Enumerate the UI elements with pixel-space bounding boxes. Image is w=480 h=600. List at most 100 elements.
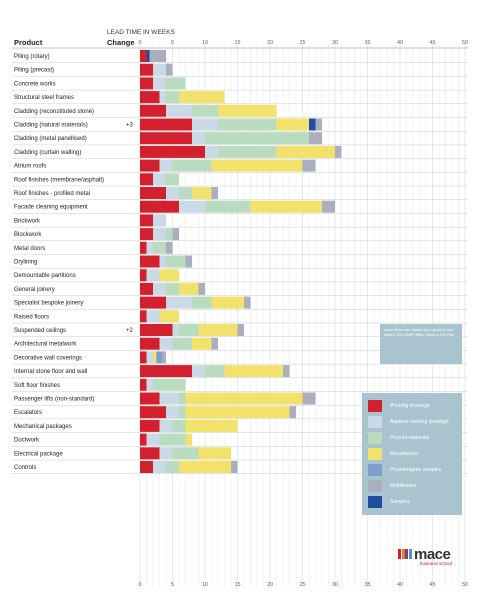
legend-item: Working drawings — [368, 400, 462, 414]
bar-segment — [140, 433, 147, 446]
x-tick-label-bottom: 10 — [202, 582, 208, 588]
legend-item: Manufacture — [368, 448, 462, 462]
product-label: Piling (rotary) — [14, 54, 50, 60]
legend-item: Procure materials — [368, 432, 462, 446]
bar-segment — [149, 50, 166, 62]
bar-segment — [153, 378, 186, 391]
bar-segment — [159, 337, 173, 350]
bar-segment — [185, 406, 290, 419]
bar-segment — [140, 282, 153, 295]
product-label: Controls — [14, 465, 36, 471]
legend-label: Mobilisation — [390, 483, 417, 489]
bar-segment — [140, 351, 147, 364]
product-label: Facade cleaning equipment — [14, 205, 88, 211]
x-tick-label-bottom: 40 — [397, 582, 403, 588]
x-tick-label-bottom: 25 — [299, 582, 305, 588]
legend-label: Manufacture — [390, 451, 418, 457]
bar-segment — [172, 337, 192, 350]
product-label: Internal stone floor and wall — [14, 369, 87, 375]
product-label: Atrium roofs — [14, 164, 46, 170]
bar-segment — [140, 118, 192, 131]
bar-segment — [140, 324, 173, 336]
bar-segment — [231, 461, 238, 473]
legend-swatch — [368, 432, 382, 444]
product-label: Architectural metalwork — [14, 342, 77, 348]
product-label: Raised floors — [14, 314, 49, 320]
bar-segment — [140, 228, 153, 241]
bar-segment — [302, 159, 316, 172]
bar-segment — [185, 433, 192, 446]
legend-swatch — [368, 496, 382, 508]
bar-segment — [205, 365, 225, 378]
bar-segment — [159, 447, 173, 460]
legend-swatch — [368, 464, 382, 476]
bar-segment — [153, 228, 166, 241]
bar-segment — [166, 282, 179, 295]
bar-segment — [185, 419, 238, 432]
bar-segment — [146, 378, 153, 391]
bar-segment — [309, 118, 316, 131]
product-label: Specialist bespoke joinery — [14, 301, 83, 307]
bar-segment — [159, 255, 166, 268]
mace-logo: mace business school — [398, 546, 464, 568]
change-value: +3 — [126, 123, 134, 129]
bar-segment — [179, 406, 186, 419]
bar-segment — [140, 91, 160, 104]
legend: Working drawings Approve working drawings… — [362, 393, 462, 515]
bar-segment — [179, 91, 225, 104]
x-tick-label-bottom: 35 — [364, 582, 370, 588]
bar-segment — [166, 296, 192, 309]
bar-segment — [166, 187, 179, 199]
bar-segment — [179, 392, 186, 405]
bar-segment — [146, 241, 153, 254]
change-header: Change — [107, 38, 135, 47]
product-label: Suspended ceilings — [14, 328, 66, 334]
bar-segment — [172, 159, 212, 172]
x-tick-label-top: 30 — [332, 40, 338, 46]
bar-segment — [192, 365, 205, 378]
bar-segment — [166, 241, 173, 254]
bar-segment — [156, 351, 163, 364]
bar-segment — [153, 351, 157, 364]
bar-segment — [162, 351, 166, 364]
bar-segment — [146, 310, 160, 323]
product-label: Mechanical packages — [14, 424, 72, 430]
product-label: Blockwork — [14, 232, 42, 238]
product-label: Escalators — [14, 410, 42, 416]
legend-label: Provide/agree samples — [390, 467, 442, 473]
product-label: Cladding (natural materials) — [14, 123, 88, 129]
x-tick-label-top: 0 — [138, 40, 141, 46]
bar-segment — [159, 91, 166, 104]
x-tick-label-bottom: 5 — [171, 582, 174, 588]
bar-segment — [140, 269, 147, 282]
x-tick-label-top: 15 — [234, 40, 240, 46]
logo-bar — [405, 549, 409, 559]
bar-segment — [205, 200, 251, 213]
product-label: Cladding (metal panellised) — [14, 136, 87, 142]
product-label: Roof finishes (membrane/asphalt) — [14, 177, 104, 183]
bar-segment — [166, 461, 179, 473]
product-label: Structural steel frames — [14, 95, 74, 101]
bar-segment — [140, 145, 205, 158]
product-label: Cladding (reconstituted stone) — [14, 109, 94, 115]
legend-label: Procure materials — [390, 435, 430, 441]
bar-segment — [185, 392, 303, 405]
logo-tagline: business school — [420, 561, 453, 566]
bar-segment — [140, 296, 166, 309]
product-label: Cladding (curtain walling) — [14, 150, 81, 156]
logo-bar — [401, 549, 405, 559]
bar-segment — [179, 187, 192, 199]
bar-segment — [166, 406, 179, 419]
bar-segment — [205, 132, 309, 145]
bar-segment — [140, 159, 160, 172]
logo-bar — [398, 549, 401, 559]
bar-segment — [289, 406, 296, 419]
x-tick-label-top: 10 — [202, 40, 208, 46]
product-label: General joinery — [14, 287, 55, 293]
bar-segment — [146, 351, 153, 364]
bar-segment — [276, 145, 335, 158]
bar-segment — [140, 378, 147, 391]
bar-segment — [140, 241, 147, 254]
bar-segment — [153, 241, 166, 254]
product-label: Brickwork — [14, 218, 41, 224]
